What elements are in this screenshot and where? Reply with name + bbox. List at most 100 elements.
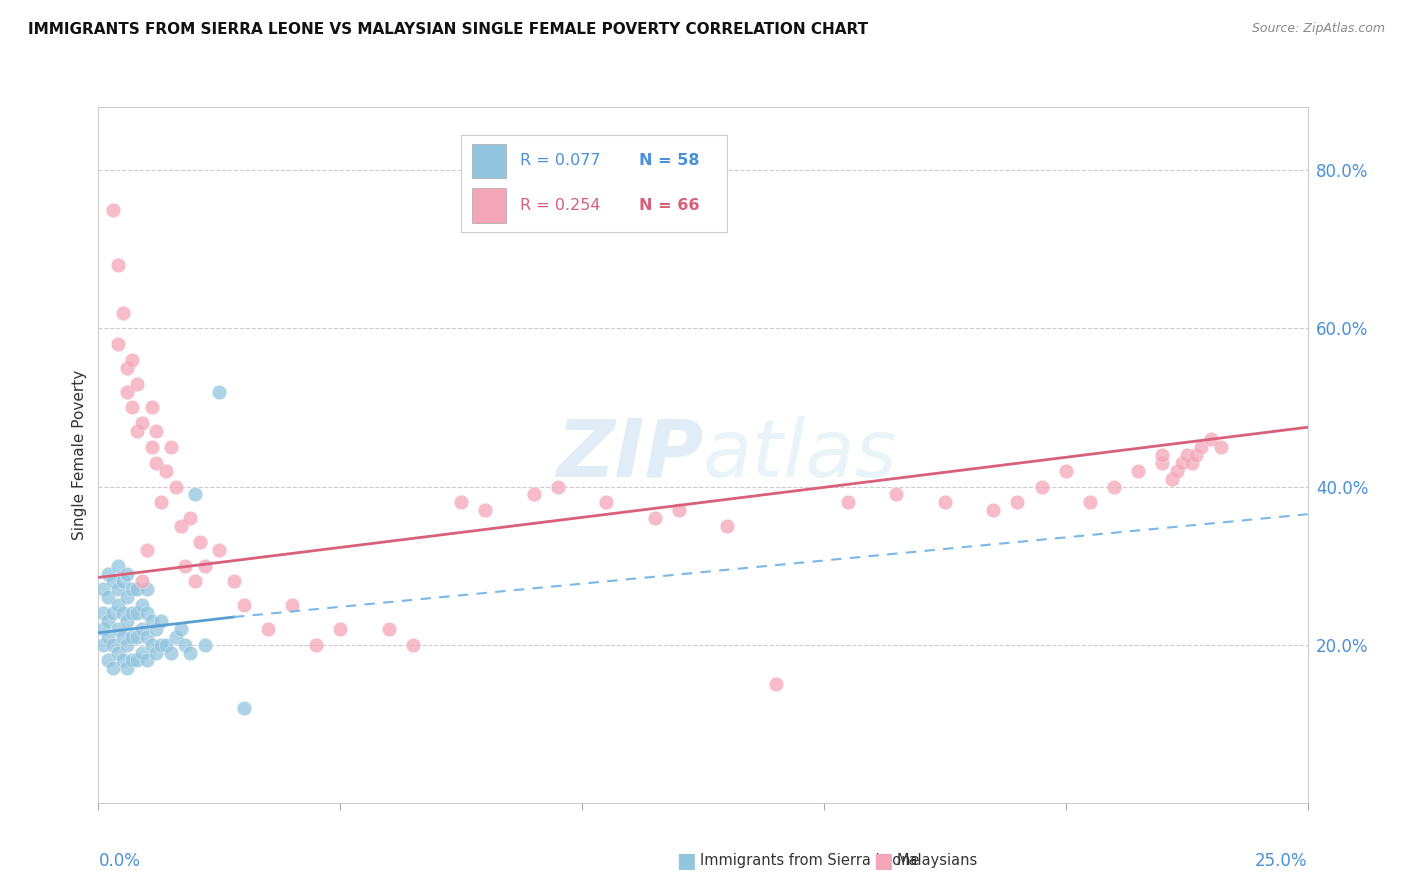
Point <box>208 384 231 399</box>
Point <box>117 614 139 628</box>
Point <box>141 614 163 628</box>
Point <box>145 622 167 636</box>
Point <box>127 630 149 644</box>
Point <box>232 701 254 715</box>
Point <box>111 305 134 319</box>
Point <box>107 622 129 636</box>
Point <box>117 661 139 675</box>
Point <box>131 417 153 431</box>
Point <box>117 360 139 375</box>
Point <box>1152 456 1174 470</box>
Point <box>402 638 425 652</box>
Point <box>107 646 129 660</box>
Point <box>121 606 143 620</box>
Text: N = 66: N = 66 <box>640 197 700 212</box>
Point <box>595 495 617 509</box>
Point <box>107 558 129 573</box>
Point <box>329 622 352 636</box>
Point <box>1054 464 1077 478</box>
Point <box>169 622 191 636</box>
Point <box>765 677 787 691</box>
Point <box>97 591 120 605</box>
Point <box>165 630 187 644</box>
Text: ZIP: ZIP <box>555 416 703 494</box>
Point <box>1180 456 1202 470</box>
Point <box>1166 464 1188 478</box>
Text: atlas: atlas <box>703 416 898 494</box>
Point <box>222 574 245 589</box>
Point <box>101 202 124 217</box>
Point <box>1189 440 1212 454</box>
Text: 25.0%: 25.0% <box>1256 852 1308 870</box>
Point <box>111 630 134 644</box>
Point <box>97 653 120 667</box>
Point <box>121 353 143 368</box>
Point <box>716 519 738 533</box>
Point <box>101 606 124 620</box>
Point <box>141 638 163 652</box>
Point <box>474 503 496 517</box>
Point <box>184 487 207 501</box>
Text: IMMIGRANTS FROM SIERRA LEONE VS MALAYSIAN SINGLE FEMALE POVERTY CORRELATION CHAR: IMMIGRANTS FROM SIERRA LEONE VS MALAYSIA… <box>28 22 869 37</box>
Text: R = 0.077: R = 0.077 <box>520 153 600 168</box>
Point <box>194 558 217 573</box>
Point <box>135 630 157 644</box>
Point <box>111 606 134 620</box>
Point <box>127 582 149 597</box>
Point <box>131 574 153 589</box>
Point <box>135 582 157 597</box>
Point <box>160 440 183 454</box>
Point <box>179 511 201 525</box>
Point <box>1175 448 1198 462</box>
Point <box>145 646 167 660</box>
Point <box>107 258 129 272</box>
Point <box>169 519 191 533</box>
Point <box>155 638 177 652</box>
Point <box>121 401 143 415</box>
Point <box>981 503 1004 517</box>
Point <box>135 653 157 667</box>
Point <box>1128 464 1150 478</box>
Point <box>1007 495 1029 509</box>
Point <box>377 622 399 636</box>
Point <box>194 638 217 652</box>
Point <box>97 566 120 581</box>
FancyBboxPatch shape <box>472 144 506 178</box>
Point <box>91 622 114 636</box>
Point <box>117 638 139 652</box>
Text: Immigrants from Sierra Leone: Immigrants from Sierra Leone <box>700 854 920 868</box>
Point <box>127 606 149 620</box>
Point <box>208 542 231 557</box>
Point <box>145 456 167 470</box>
Point <box>131 622 153 636</box>
Point <box>305 638 328 652</box>
Text: Malaysians: Malaysians <box>897 854 979 868</box>
Point <box>135 606 157 620</box>
Point <box>188 534 211 549</box>
Point <box>117 566 139 581</box>
Point <box>256 622 278 636</box>
Point <box>281 598 304 612</box>
Point <box>131 646 153 660</box>
Point <box>107 337 129 351</box>
Point <box>668 503 690 517</box>
Point <box>174 638 197 652</box>
Point <box>117 591 139 605</box>
Point <box>1199 432 1222 446</box>
Point <box>111 574 134 589</box>
Point <box>127 376 149 391</box>
Text: Source: ZipAtlas.com: Source: ZipAtlas.com <box>1251 22 1385 36</box>
Point <box>121 582 143 597</box>
Point <box>1209 440 1232 454</box>
Point <box>101 661 124 675</box>
Point <box>127 653 149 667</box>
Point <box>1152 448 1174 462</box>
Point <box>934 495 956 509</box>
Point <box>127 424 149 438</box>
Point <box>107 598 129 612</box>
Point <box>150 495 173 509</box>
Point <box>837 495 859 509</box>
Point <box>107 582 129 597</box>
Point <box>111 653 134 667</box>
Point <box>547 479 569 493</box>
